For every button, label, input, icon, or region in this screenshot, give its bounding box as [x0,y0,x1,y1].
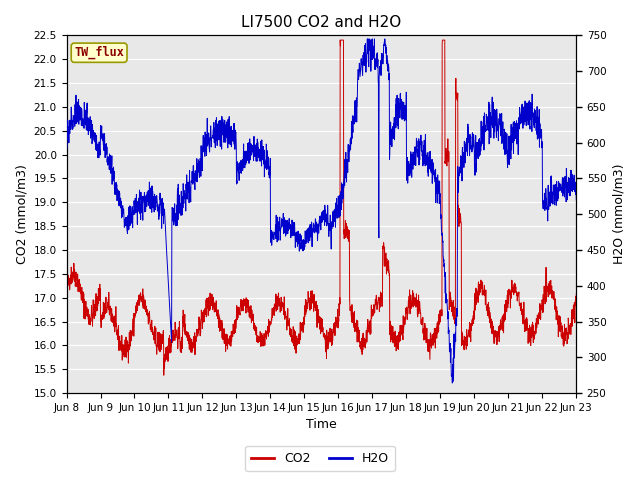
Legend: CO2, H2O: CO2, H2O [245,446,395,471]
X-axis label: Time: Time [306,419,337,432]
Y-axis label: CO2 (mmol/m3): CO2 (mmol/m3) [15,164,28,264]
Y-axis label: H2O (mmol/m3): H2O (mmol/m3) [612,164,625,264]
Text: TW_flux: TW_flux [74,46,124,60]
Title: LI7500 CO2 and H2O: LI7500 CO2 and H2O [241,15,401,30]
